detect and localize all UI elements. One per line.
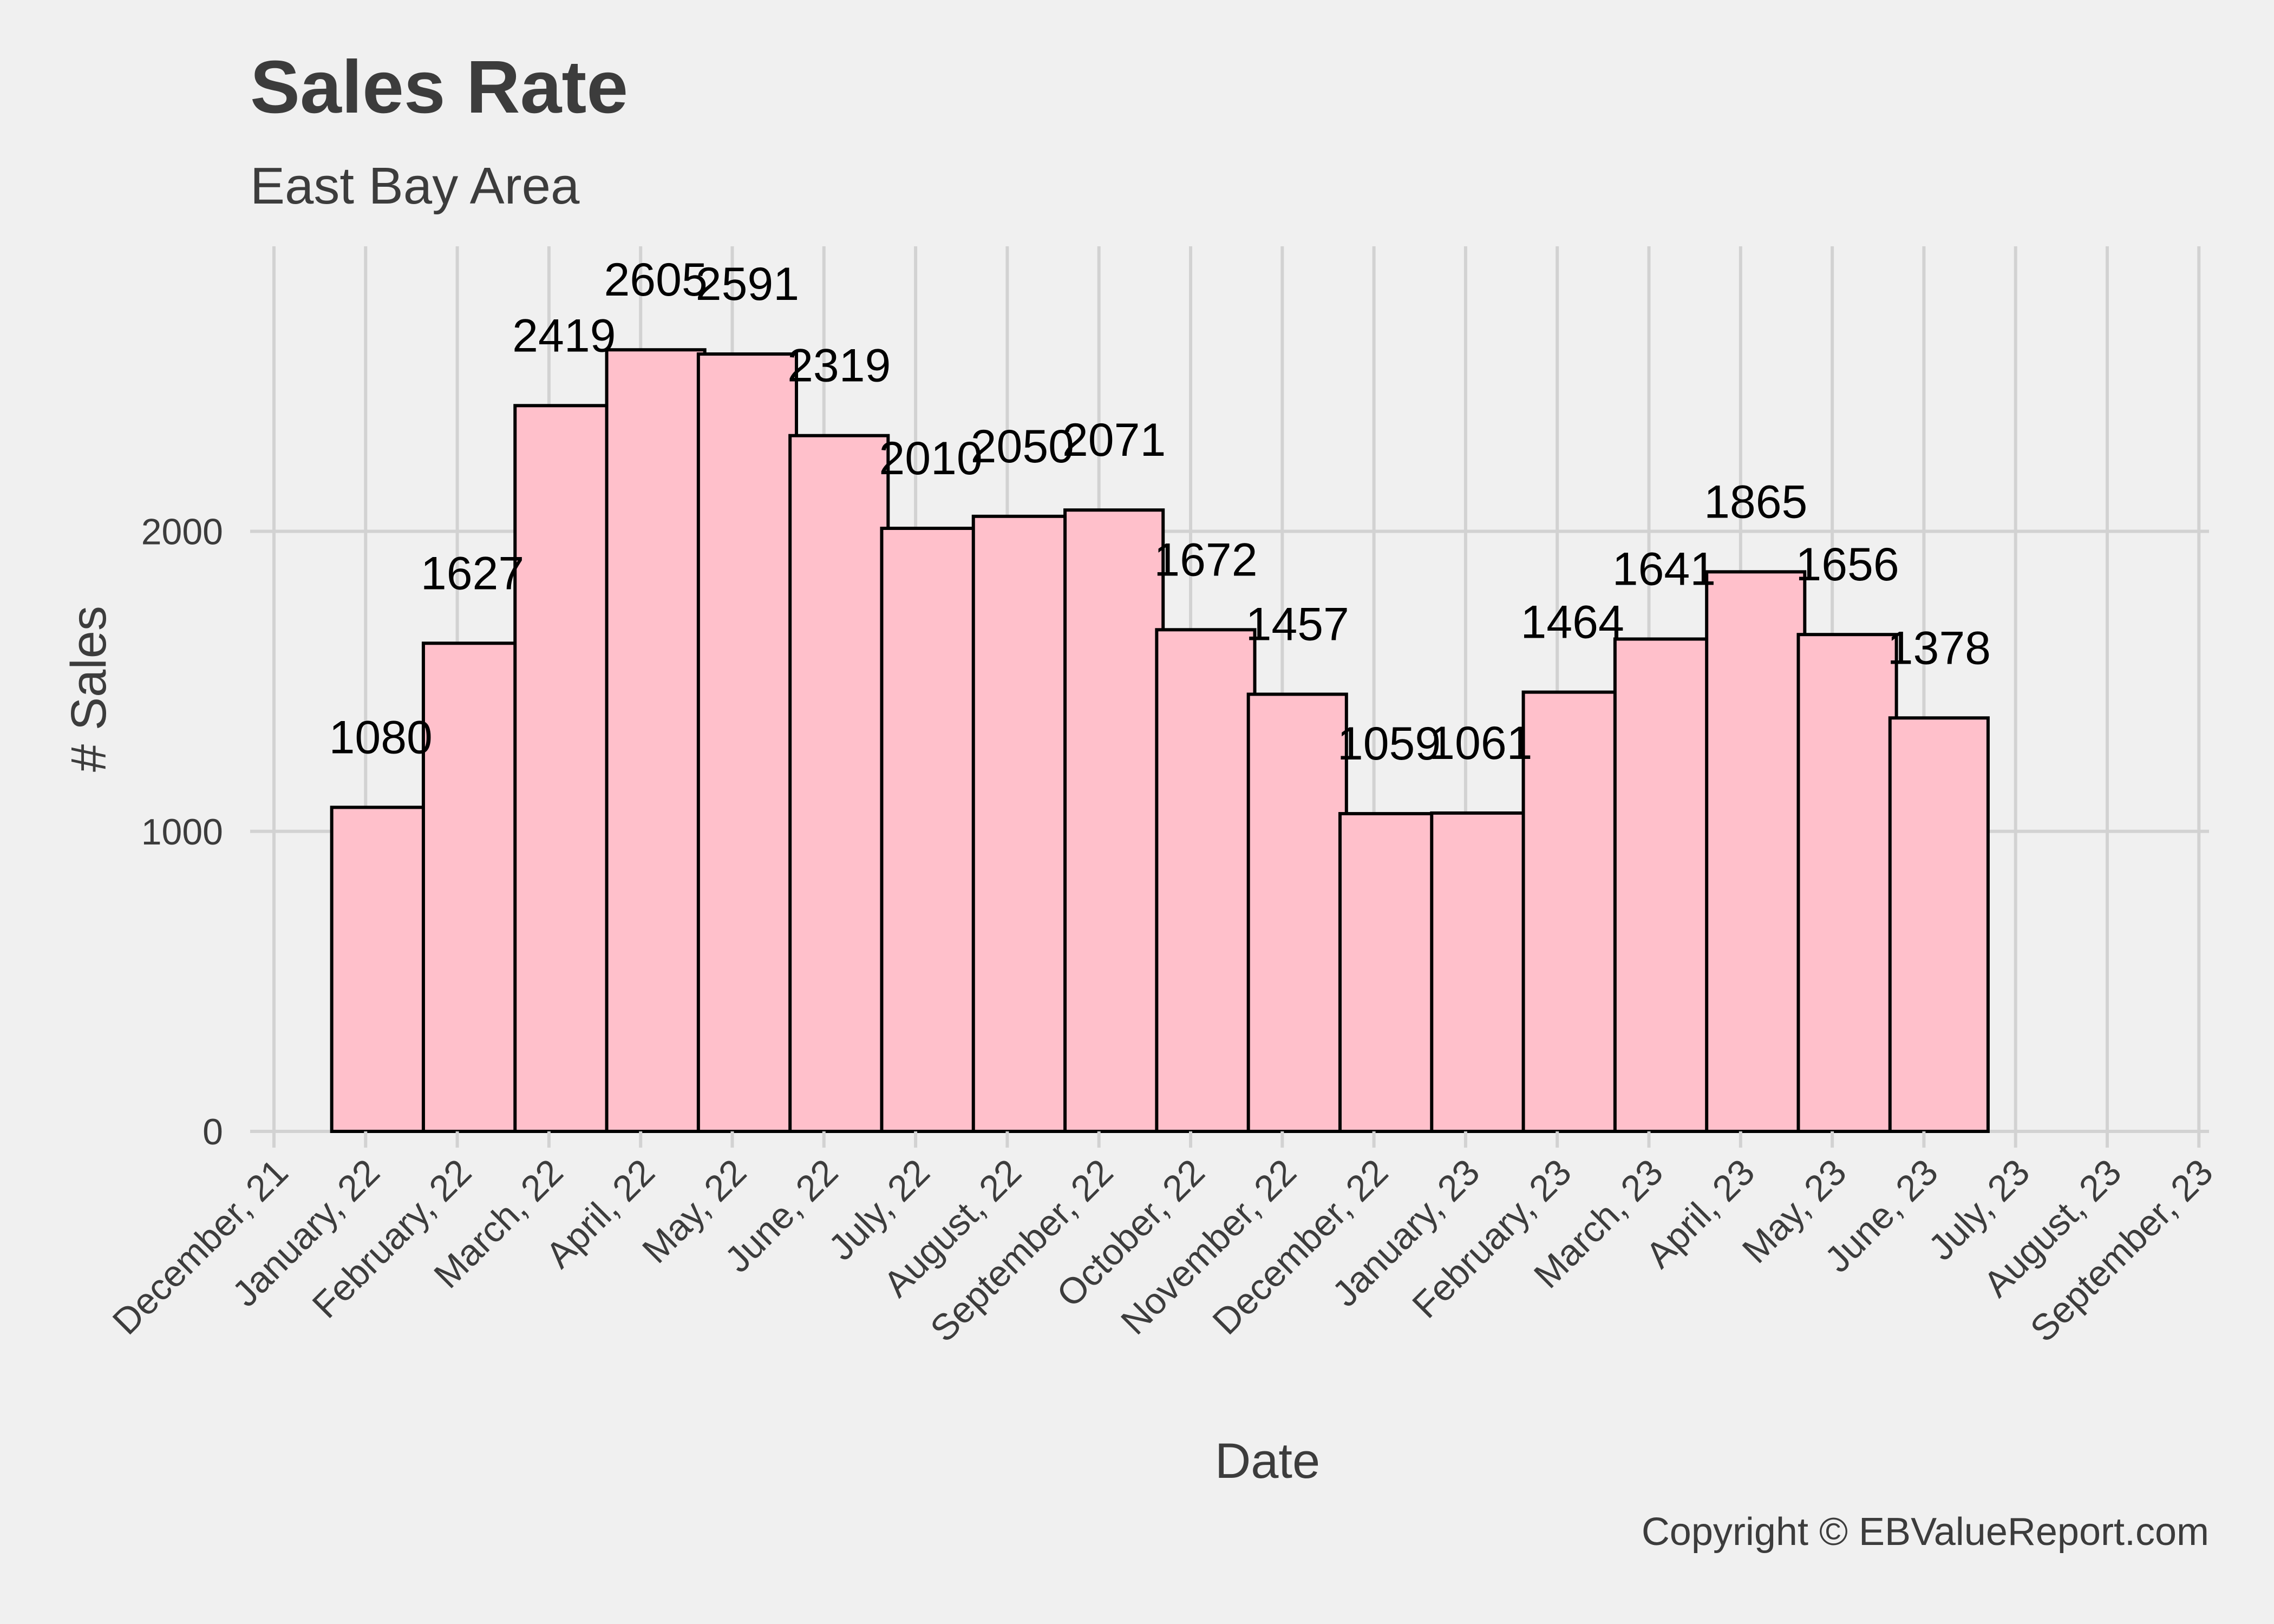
bar-value-label: 2010 xyxy=(879,433,982,484)
bar-value-label: 2419 xyxy=(512,310,616,362)
bar xyxy=(605,348,707,1133)
chart-subtitle: East Bay Area xyxy=(250,157,580,215)
bar xyxy=(1705,570,1807,1133)
bar xyxy=(1888,716,1990,1133)
bar-value-label: 1378 xyxy=(1887,622,1991,674)
bars-layer xyxy=(330,348,1990,1134)
chart-title: Sales Rate xyxy=(250,45,629,129)
bar-value-label: 1672 xyxy=(1154,534,1257,586)
bar xyxy=(971,514,1073,1133)
bar xyxy=(1338,812,1440,1134)
bar xyxy=(1155,628,1257,1134)
bar-value-label: 1464 xyxy=(1520,597,1624,649)
bar xyxy=(1613,637,1715,1133)
bar-value-label: 2605 xyxy=(604,254,707,306)
bar-value-label: 2319 xyxy=(787,340,891,392)
bar-value-label: 1080 xyxy=(329,711,433,763)
bar xyxy=(513,404,615,1133)
bar-value-label: 1061 xyxy=(1429,717,1532,769)
bar-value-label: 2071 xyxy=(1062,414,1166,466)
bar-value-label: 1457 xyxy=(1246,598,1349,650)
y-tick-label: 2000 xyxy=(141,512,223,553)
x-axis-title: Date xyxy=(1215,1433,1320,1489)
bar xyxy=(1430,811,1532,1133)
bar-value-label: 1656 xyxy=(1795,539,1899,591)
chart-caption: Copyright © EBValueReport.com xyxy=(1641,1510,2209,1554)
bar xyxy=(1063,508,1165,1133)
bar xyxy=(1796,633,1898,1134)
bar xyxy=(421,641,524,1134)
bar xyxy=(788,434,890,1133)
bar xyxy=(1521,690,1623,1133)
y-tick-label: 0 xyxy=(202,1111,223,1152)
bar-value-label: 1627 xyxy=(421,547,524,599)
bar xyxy=(880,526,982,1133)
y-tick-label: 1000 xyxy=(141,811,223,853)
bar xyxy=(696,352,799,1133)
bar-value-label: 2050 xyxy=(971,421,1074,473)
bar xyxy=(330,806,432,1133)
x-tick-label: February, 23 xyxy=(1404,1151,1579,1326)
y-axis-title: # Sales xyxy=(61,606,116,772)
bar-value-label: 1641 xyxy=(1612,543,1716,595)
bar-value-label: 1865 xyxy=(1704,476,1807,528)
bar xyxy=(1246,692,1348,1134)
x-tick-label: February, 22 xyxy=(304,1151,479,1326)
bar-value-label: 1059 xyxy=(1337,718,1441,770)
bar-value-label: 2591 xyxy=(696,258,799,310)
